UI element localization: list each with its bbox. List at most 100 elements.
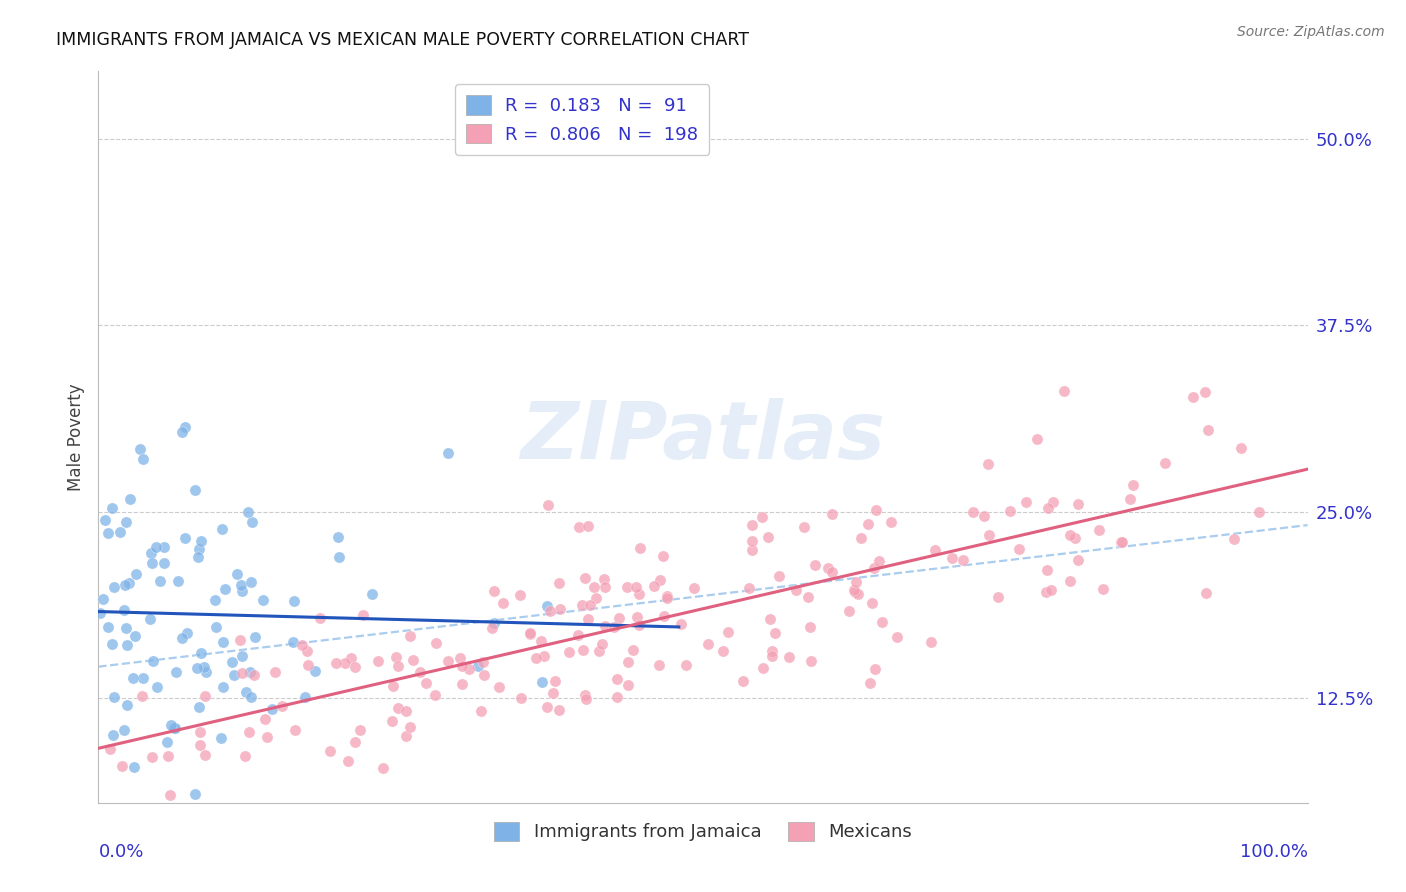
- Point: [574, 688, 596, 702]
- Point: [194, 689, 217, 703]
- Point: [141, 750, 163, 764]
- Point: [382, 679, 405, 693]
- Point: [145, 540, 167, 554]
- Point: [1091, 582, 1114, 597]
- Point: [224, 668, 246, 682]
- Point: [184, 788, 207, 802]
- Point: [1042, 494, 1064, 508]
- Point: [519, 626, 541, 640]
- Point: [738, 582, 761, 596]
- Point: [627, 617, 650, 632]
- Point: [94, 513, 117, 527]
- Point: [591, 637, 613, 651]
- Point: [886, 630, 908, 644]
- Point: [103, 690, 125, 704]
- Point: [793, 519, 815, 533]
- Point: [212, 680, 235, 694]
- Point: [865, 503, 887, 517]
- Point: [328, 549, 350, 564]
- Point: [868, 554, 890, 568]
- Point: [575, 691, 598, 706]
- Point: [1053, 384, 1076, 399]
- Point: [643, 578, 665, 592]
- Point: [451, 659, 474, 673]
- Point: [1194, 384, 1216, 399]
- Text: IMMIGRANTS FROM JAMAICA VS MEXICAN MALE POVERTY CORRELATION CHART: IMMIGRANTS FROM JAMAICA VS MEXICAN MALE …: [56, 31, 749, 49]
- Point: [235, 685, 257, 699]
- Point: [741, 542, 763, 557]
- Point: [115, 638, 138, 652]
- Point: [115, 621, 138, 635]
- Point: [415, 676, 437, 690]
- Point: [188, 738, 211, 752]
- Point: [492, 596, 515, 610]
- Point: [821, 507, 844, 521]
- Point: [785, 583, 807, 598]
- Point: [856, 517, 879, 532]
- Point: [194, 747, 217, 762]
- Point: [254, 712, 277, 726]
- Point: [768, 569, 790, 583]
- Point: [655, 591, 678, 606]
- Point: [977, 457, 1000, 471]
- Point: [1197, 424, 1219, 438]
- Point: [717, 624, 740, 639]
- Point: [585, 591, 607, 605]
- Point: [1036, 500, 1059, 515]
- Point: [557, 645, 579, 659]
- Point: [319, 743, 342, 757]
- Point: [188, 699, 211, 714]
- Point: [941, 551, 963, 566]
- Point: [924, 543, 946, 558]
- Point: [1154, 456, 1177, 470]
- Text: 0.0%: 0.0%: [98, 843, 143, 861]
- Point: [579, 598, 602, 612]
- Point: [1088, 523, 1111, 537]
- Point: [617, 678, 640, 692]
- Point: [101, 728, 124, 742]
- Point: [583, 580, 606, 594]
- Point: [751, 509, 773, 524]
- Point: [176, 626, 198, 640]
- Point: [1063, 532, 1085, 546]
- Point: [209, 731, 232, 745]
- Point: [761, 649, 783, 664]
- Point: [193, 660, 215, 674]
- Point: [530, 674, 553, 689]
- Point: [101, 501, 124, 516]
- Point: [297, 658, 319, 673]
- Point: [172, 632, 194, 646]
- Point: [759, 612, 782, 626]
- Point: [283, 635, 305, 649]
- Point: [1025, 432, 1047, 446]
- Point: [572, 643, 595, 657]
- Point: [1059, 528, 1081, 542]
- Point: [617, 655, 640, 669]
- Point: [190, 533, 212, 548]
- Point: [530, 634, 553, 648]
- Point: [425, 635, 447, 649]
- Point: [352, 608, 374, 623]
- Point: [741, 534, 763, 549]
- Point: [229, 578, 252, 592]
- Point: [204, 806, 226, 821]
- Point: [711, 643, 734, 657]
- Point: [367, 654, 389, 668]
- Point: [128, 442, 150, 457]
- Point: [437, 446, 460, 460]
- Point: [387, 701, 409, 715]
- Point: [821, 566, 844, 580]
- Text: 100.0%: 100.0%: [1240, 843, 1308, 861]
- Point: [859, 675, 882, 690]
- Point: [211, 522, 233, 536]
- Point: [576, 519, 599, 533]
- Point: [221, 655, 243, 669]
- Point: [231, 665, 253, 680]
- Point: [920, 635, 942, 649]
- Point: [231, 649, 253, 664]
- Point: [167, 574, 190, 588]
- Point: [697, 637, 720, 651]
- Point: [482, 584, 505, 599]
- Point: [239, 690, 262, 705]
- Point: [470, 704, 492, 718]
